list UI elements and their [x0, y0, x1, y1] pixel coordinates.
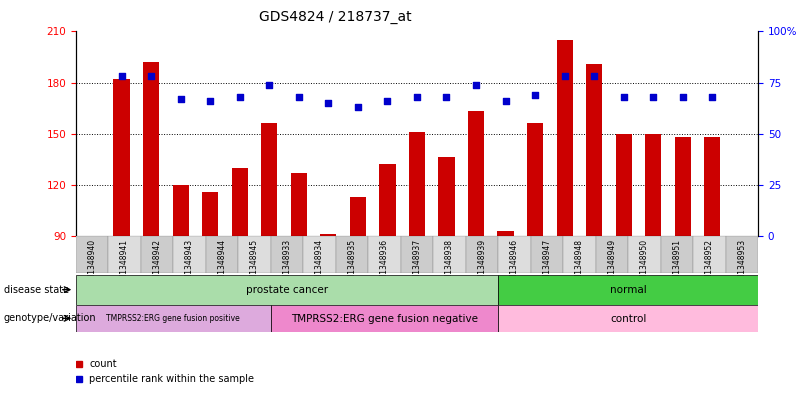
Bar	[704, 137, 721, 236]
Point	[351, 104, 364, 110]
Text: GSM1348935: GSM1348935	[347, 239, 357, 290]
Bar	[231, 168, 248, 236]
Bar	[498, 275, 758, 305]
Bar	[645, 134, 662, 236]
Point	[263, 81, 275, 88]
Bar	[498, 236, 531, 273]
Text: count: count	[89, 358, 117, 369]
Text: genotype/variation: genotype/variation	[4, 313, 97, 323]
Bar	[409, 132, 425, 236]
Bar	[113, 79, 130, 236]
Text: TMPRSS2:ERG gene fusion positive: TMPRSS2:ERG gene fusion positive	[106, 314, 240, 323]
Point	[618, 94, 630, 100]
Bar	[628, 236, 661, 273]
Text: GSM1348939: GSM1348939	[477, 239, 487, 290]
Text: GSM1348946: GSM1348946	[510, 239, 519, 290]
Bar	[497, 231, 514, 236]
Text: disease state: disease state	[4, 285, 69, 295]
Text: normal: normal	[610, 285, 646, 295]
Point	[470, 81, 483, 88]
Text: GSM1348938: GSM1348938	[445, 239, 454, 290]
Text: GSM1348937: GSM1348937	[413, 239, 421, 290]
Bar	[261, 123, 278, 236]
Bar	[173, 236, 206, 273]
Bar	[595, 236, 628, 273]
Bar	[271, 305, 498, 332]
Text: GSM1348949: GSM1348949	[607, 239, 616, 290]
Point	[322, 100, 334, 106]
Point	[410, 94, 423, 100]
Point	[559, 73, 571, 79]
Text: TMPRSS2:ERG gene fusion negative: TMPRSS2:ERG gene fusion negative	[291, 314, 478, 324]
Text: GSM1348945: GSM1348945	[250, 239, 259, 290]
Text: GSM1348948: GSM1348948	[575, 239, 584, 290]
Text: GSM1348944: GSM1348944	[218, 239, 227, 290]
Point	[144, 73, 157, 79]
Bar	[320, 234, 337, 236]
Text: GDS4824 / 218737_at: GDS4824 / 218737_at	[259, 10, 412, 24]
Bar	[401, 236, 433, 273]
Text: control: control	[610, 314, 646, 324]
Bar	[76, 236, 109, 273]
Bar	[239, 236, 271, 273]
Point	[440, 94, 453, 100]
Bar	[556, 40, 573, 236]
Bar	[661, 236, 693, 273]
Point	[529, 92, 542, 98]
Bar	[76, 275, 498, 305]
Bar	[586, 64, 602, 236]
Text: GSM1348953: GSM1348953	[737, 239, 746, 290]
Bar	[271, 236, 303, 273]
Point	[500, 98, 512, 104]
Text: GSM1348941: GSM1348941	[120, 239, 129, 290]
Point	[706, 94, 719, 100]
Bar	[140, 236, 173, 273]
Bar	[172, 185, 189, 236]
Bar	[379, 164, 396, 236]
Bar	[466, 236, 498, 273]
Bar	[615, 134, 632, 236]
Bar	[433, 236, 466, 273]
Bar	[563, 236, 595, 273]
Bar	[76, 305, 271, 332]
Text: GSM1348947: GSM1348947	[543, 239, 551, 290]
Bar	[109, 236, 140, 273]
Point	[381, 98, 393, 104]
Bar	[143, 62, 160, 236]
Text: GSM1348933: GSM1348933	[282, 239, 291, 290]
Bar	[336, 236, 368, 273]
Point	[115, 73, 128, 79]
Text: GSM1348951: GSM1348951	[673, 239, 681, 290]
Bar	[693, 236, 725, 273]
Text: GSM1348950: GSM1348950	[640, 239, 649, 290]
Text: GSM1348952: GSM1348952	[705, 239, 714, 290]
Text: percentile rank within the sample: percentile rank within the sample	[89, 374, 255, 384]
Bar	[206, 236, 239, 273]
Bar	[303, 236, 336, 273]
Point	[588, 73, 601, 79]
Point	[647, 94, 660, 100]
Text: GSM1348942: GSM1348942	[152, 239, 161, 290]
Point	[233, 94, 246, 100]
Text: prostate cancer: prostate cancer	[246, 285, 328, 295]
Point	[677, 94, 689, 100]
Bar	[202, 191, 219, 236]
Bar	[531, 236, 563, 273]
Bar	[368, 236, 401, 273]
Text: GSM1348943: GSM1348943	[185, 239, 194, 290]
Bar	[350, 196, 366, 236]
Point	[203, 98, 216, 104]
Text: GSM1348940: GSM1348940	[88, 239, 97, 290]
Text: GSM1348936: GSM1348936	[380, 239, 389, 290]
Point	[292, 94, 305, 100]
Text: GSM1348934: GSM1348934	[315, 239, 324, 290]
Bar	[527, 123, 543, 236]
Point	[174, 96, 187, 102]
Bar	[725, 236, 758, 273]
Bar	[468, 112, 484, 236]
Bar	[498, 305, 758, 332]
Bar	[674, 137, 691, 236]
Bar	[290, 173, 307, 236]
Bar	[438, 158, 455, 236]
